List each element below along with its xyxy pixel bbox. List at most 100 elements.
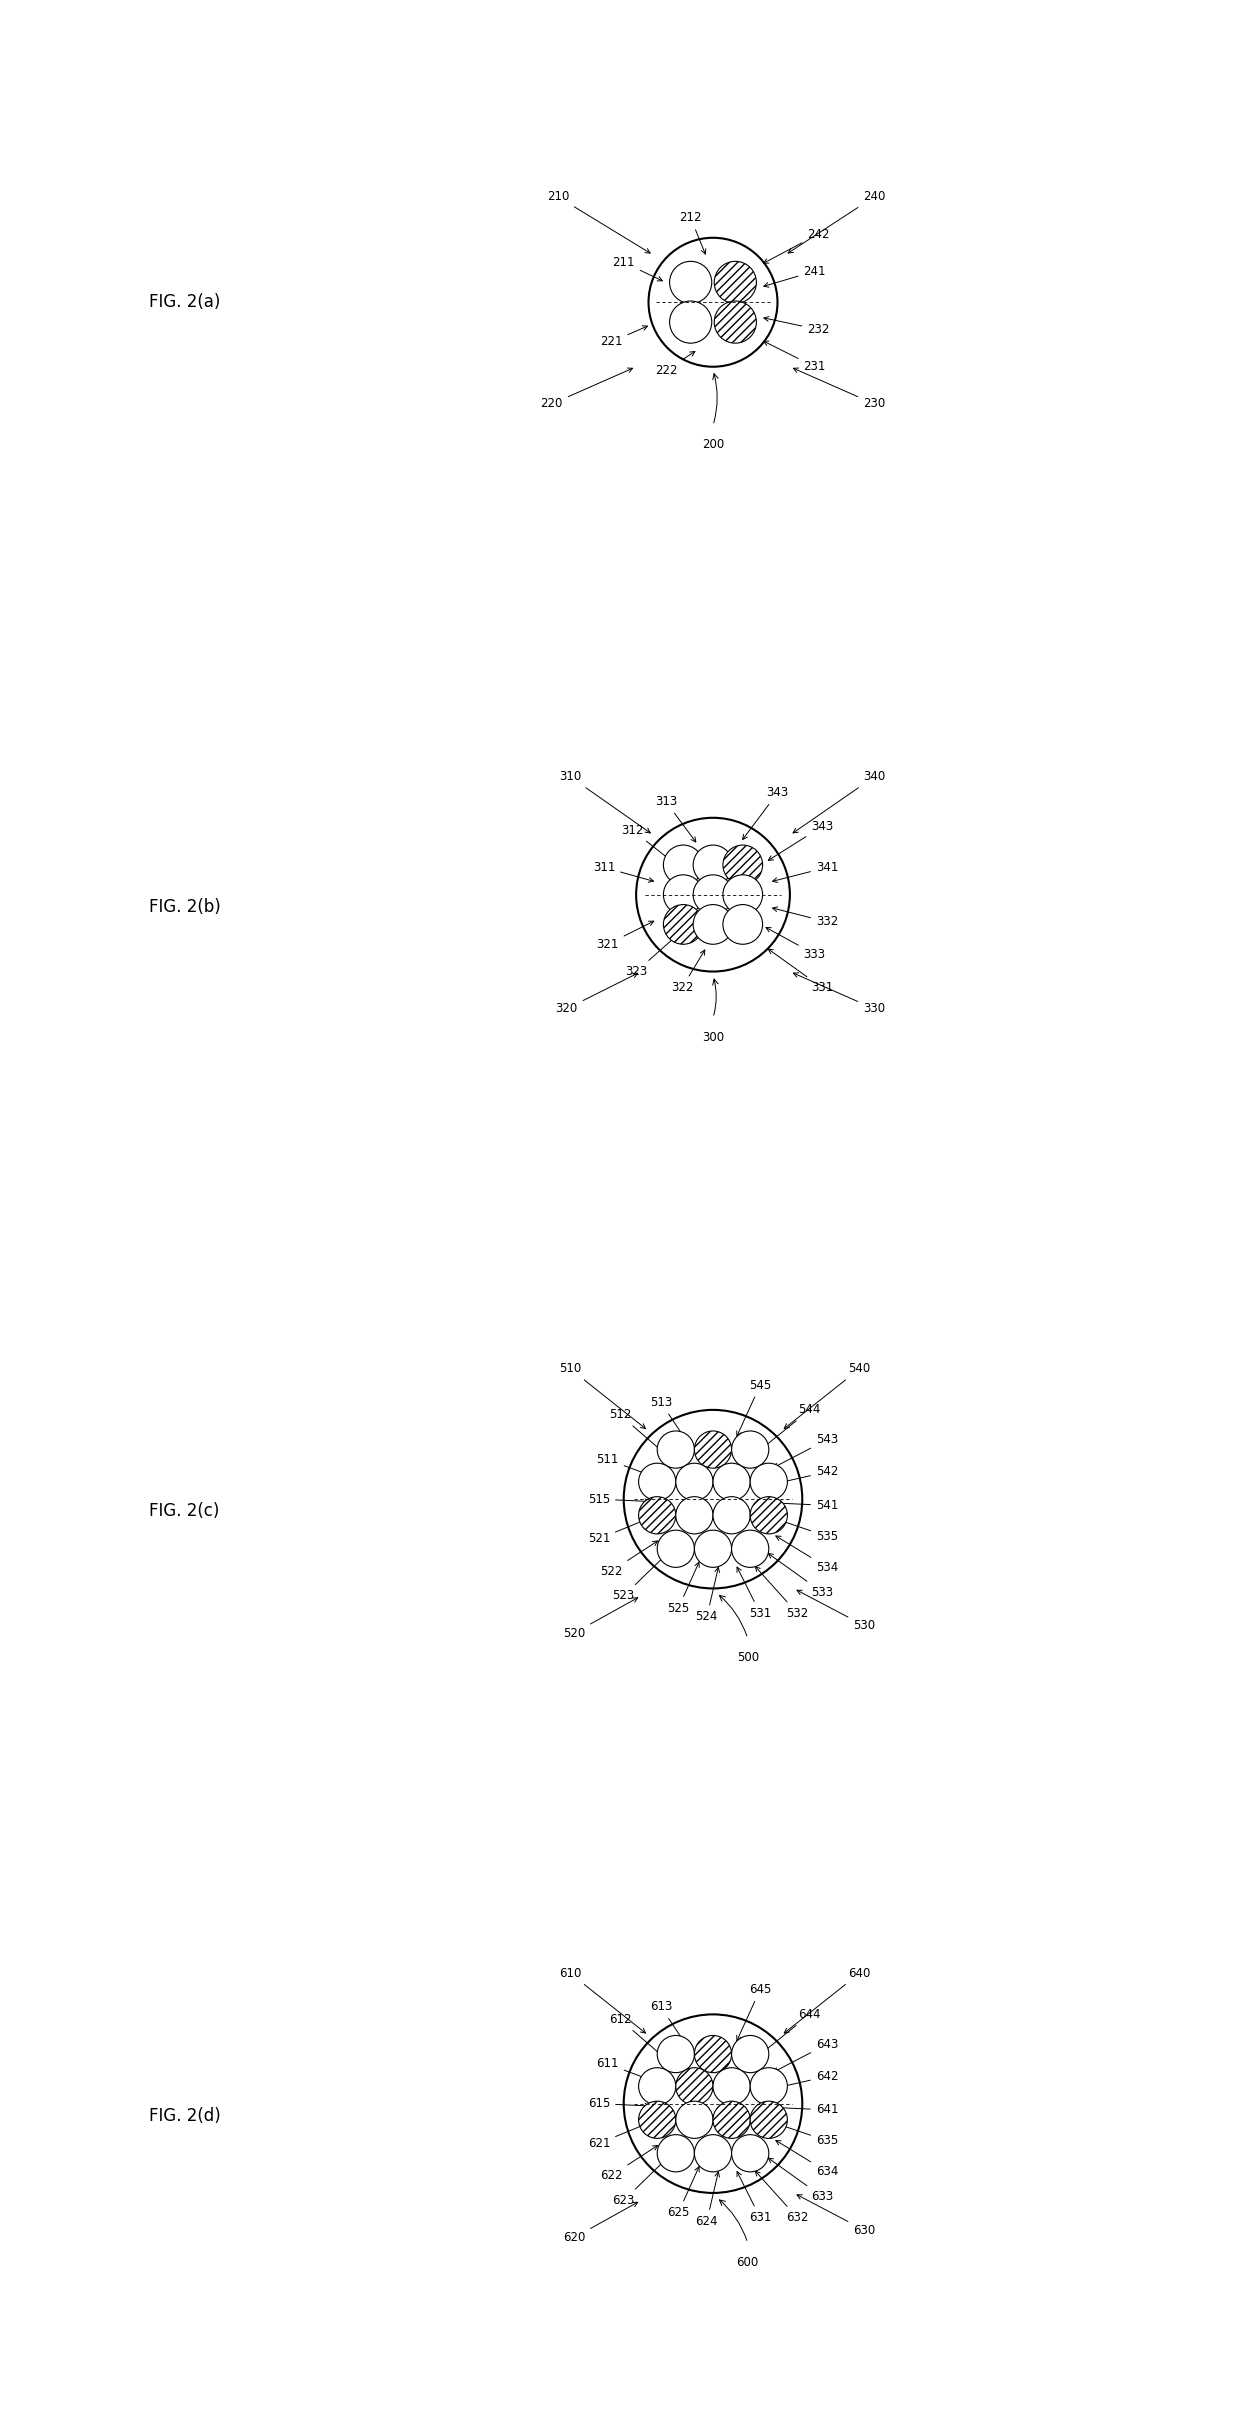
- Ellipse shape: [639, 1463, 676, 1502]
- Text: 322: 322: [671, 950, 704, 994]
- Text: 521: 521: [588, 1519, 650, 1545]
- Text: 330: 330: [794, 972, 885, 1016]
- Text: 613: 613: [650, 2000, 688, 2048]
- Text: 622: 622: [600, 2145, 657, 2181]
- Ellipse shape: [663, 875, 703, 914]
- Text: 644: 644: [760, 2007, 821, 2055]
- Ellipse shape: [750, 2067, 787, 2106]
- Text: 610: 610: [559, 1966, 646, 2034]
- Text: FIG. 2(c): FIG. 2(c): [149, 1502, 219, 1521]
- Text: 240: 240: [789, 191, 885, 254]
- Ellipse shape: [713, 2067, 750, 2106]
- Text: 600: 600: [737, 2256, 759, 2268]
- Text: 643: 643: [774, 2038, 838, 2072]
- Text: 645: 645: [737, 1983, 771, 2041]
- Ellipse shape: [676, 1463, 713, 1502]
- Text: 530: 530: [797, 1591, 875, 1632]
- Text: 500: 500: [737, 1651, 759, 1664]
- Ellipse shape: [750, 2101, 787, 2138]
- Text: 320: 320: [556, 974, 637, 1016]
- Text: 515: 515: [588, 1492, 650, 1506]
- Text: 621: 621: [588, 2123, 650, 2150]
- Ellipse shape: [639, 1497, 676, 1533]
- Text: FIG. 2(d): FIG. 2(d): [149, 2106, 221, 2125]
- Text: 341: 341: [773, 861, 838, 883]
- Ellipse shape: [676, 2101, 713, 2138]
- Text: 630: 630: [797, 2196, 875, 2237]
- Text: 633: 633: [769, 2157, 833, 2203]
- Text: 535: 535: [776, 1519, 838, 1543]
- Ellipse shape: [657, 2135, 694, 2171]
- Ellipse shape: [723, 904, 763, 945]
- Text: 230: 230: [794, 368, 885, 411]
- Text: 340: 340: [794, 771, 885, 832]
- Ellipse shape: [732, 2135, 769, 2171]
- Ellipse shape: [693, 904, 733, 945]
- Text: 232: 232: [764, 317, 830, 336]
- Text: 331: 331: [769, 948, 833, 994]
- Text: 542: 542: [776, 1465, 838, 1485]
- Text: 611: 611: [596, 2058, 657, 2082]
- Text: 300: 300: [702, 1030, 724, 1045]
- Text: 200: 200: [702, 438, 724, 452]
- Text: 632: 632: [755, 2171, 808, 2225]
- Text: 511: 511: [596, 1453, 657, 1477]
- Text: 231: 231: [764, 341, 826, 372]
- Text: 310: 310: [559, 771, 650, 832]
- Ellipse shape: [714, 261, 756, 305]
- Ellipse shape: [663, 844, 703, 885]
- Text: 635: 635: [776, 2123, 838, 2147]
- Ellipse shape: [676, 2067, 713, 2106]
- Ellipse shape: [714, 300, 756, 343]
- Ellipse shape: [670, 261, 712, 305]
- Text: 222: 222: [655, 351, 694, 377]
- Ellipse shape: [676, 1497, 713, 1533]
- Ellipse shape: [694, 2036, 732, 2072]
- Ellipse shape: [732, 2036, 769, 2072]
- Text: 624: 624: [696, 2171, 719, 2227]
- Text: 520: 520: [563, 1598, 637, 1639]
- Text: 212: 212: [680, 210, 706, 254]
- Text: 544: 544: [760, 1402, 821, 1451]
- Ellipse shape: [694, 1531, 732, 1567]
- Text: 642: 642: [776, 2070, 838, 2089]
- Text: 510: 510: [559, 1361, 646, 1429]
- Text: 534: 534: [776, 1535, 838, 1574]
- Text: 532: 532: [755, 1567, 808, 1620]
- Ellipse shape: [732, 1431, 769, 1468]
- Ellipse shape: [750, 1497, 787, 1533]
- Text: 531: 531: [737, 1567, 771, 1620]
- Text: 634: 634: [776, 2140, 838, 2179]
- Text: 312: 312: [621, 825, 671, 861]
- Text: 523: 523: [613, 1555, 667, 1603]
- Text: 242: 242: [764, 227, 830, 264]
- Text: 313: 313: [655, 796, 696, 841]
- Ellipse shape: [713, 2101, 750, 2138]
- Ellipse shape: [694, 2135, 732, 2171]
- Ellipse shape: [639, 2101, 676, 2138]
- Text: 241: 241: [764, 264, 826, 288]
- Ellipse shape: [713, 1497, 750, 1533]
- Text: 641: 641: [776, 2104, 838, 2116]
- Text: 332: 332: [773, 907, 838, 929]
- Text: 625: 625: [667, 2167, 699, 2220]
- Ellipse shape: [657, 1431, 694, 1468]
- Ellipse shape: [663, 904, 703, 945]
- Text: 524: 524: [696, 1567, 719, 1622]
- Ellipse shape: [657, 1531, 694, 1567]
- Text: 543: 543: [774, 1434, 838, 1468]
- Text: 333: 333: [766, 929, 826, 960]
- Text: 640: 640: [784, 1966, 870, 2034]
- Text: 623: 623: [613, 2159, 667, 2208]
- Ellipse shape: [723, 844, 763, 885]
- Text: 533: 533: [769, 1552, 833, 1598]
- Text: 513: 513: [650, 1395, 688, 1444]
- Text: 221: 221: [600, 326, 647, 348]
- Ellipse shape: [693, 875, 733, 914]
- Text: 210: 210: [547, 191, 650, 254]
- Ellipse shape: [693, 844, 733, 885]
- Text: 220: 220: [541, 368, 632, 411]
- Ellipse shape: [732, 1531, 769, 1567]
- Text: 615: 615: [588, 2096, 650, 2111]
- Text: 323: 323: [625, 936, 676, 977]
